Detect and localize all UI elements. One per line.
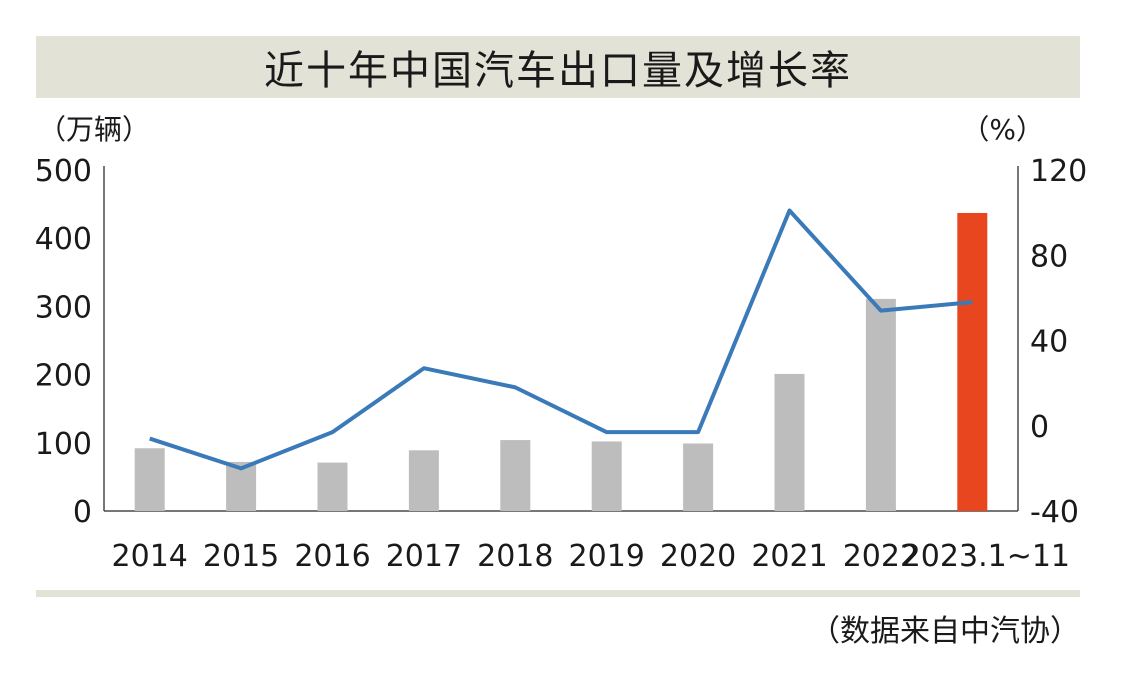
bar-2020 — [683, 443, 714, 511]
right-axis-unit: （%） — [961, 113, 1044, 146]
left-axis-unit: （万辆） — [38, 113, 151, 146]
line-series — [149, 208, 973, 471]
x-label-2014: 2014 — [112, 539, 188, 574]
left-tick-300: 300 — [35, 290, 92, 325]
tick-labels: 0 100 200 300 400 500 -40 0 40 80 120 — [35, 154, 1088, 530]
x-label-2015: 2015 — [203, 539, 279, 574]
source-note: （数据来自中汽协） — [810, 614, 1080, 649]
x-label-2023.1~11: 2023.1~11 — [902, 539, 1070, 574]
left-tick-100: 100 — [35, 427, 92, 462]
right-tick--40: -40 — [1030, 495, 1079, 530]
bar-2018 — [500, 440, 531, 511]
bar-2021 — [774, 373, 805, 511]
left-tick-400: 400 — [35, 222, 92, 257]
x-label-2019: 2019 — [569, 539, 645, 574]
growth-rate-line — [149, 208, 973, 471]
bar-2016 — [317, 462, 348, 511]
right-tick-80: 80 — [1030, 239, 1068, 274]
bar-2017 — [408, 450, 439, 511]
right-tick-0: 0 — [1030, 410, 1049, 445]
bar-2019 — [591, 441, 622, 511]
right-tick-120: 120 — [1030, 154, 1087, 189]
title-bar: 近十年中国汽车出口量及增长率 — [36, 36, 1080, 98]
right-tick-40: 40 — [1030, 325, 1068, 360]
bar-2014 — [134, 448, 165, 511]
left-tick-500: 500 — [35, 154, 92, 189]
left-tick-200: 200 — [35, 359, 92, 394]
x-label-2016: 2016 — [294, 539, 370, 574]
x-label-2021: 2021 — [751, 539, 827, 574]
x-label-2018: 2018 — [477, 539, 553, 574]
chart-title: 近十年中国汽车出口量及增长率 — [264, 48, 852, 94]
x-label-2017: 2017 — [386, 539, 462, 574]
bar-series — [134, 212, 988, 511]
x-axis-labels: 2014 2015 2016 2017 2018 2019 2020 2021 20222023… — [112, 539, 1070, 574]
x-label-2020: 2020 — [660, 539, 736, 574]
left-tick-0: 0 — [73, 495, 92, 530]
bar-2023.1~11 — [957, 212, 988, 511]
chart-axes — [103, 166, 1019, 512]
x-label-2022: 2022 — [843, 539, 919, 574]
bottom-rule — [36, 590, 1080, 597]
bar-2022 — [865, 298, 896, 511]
